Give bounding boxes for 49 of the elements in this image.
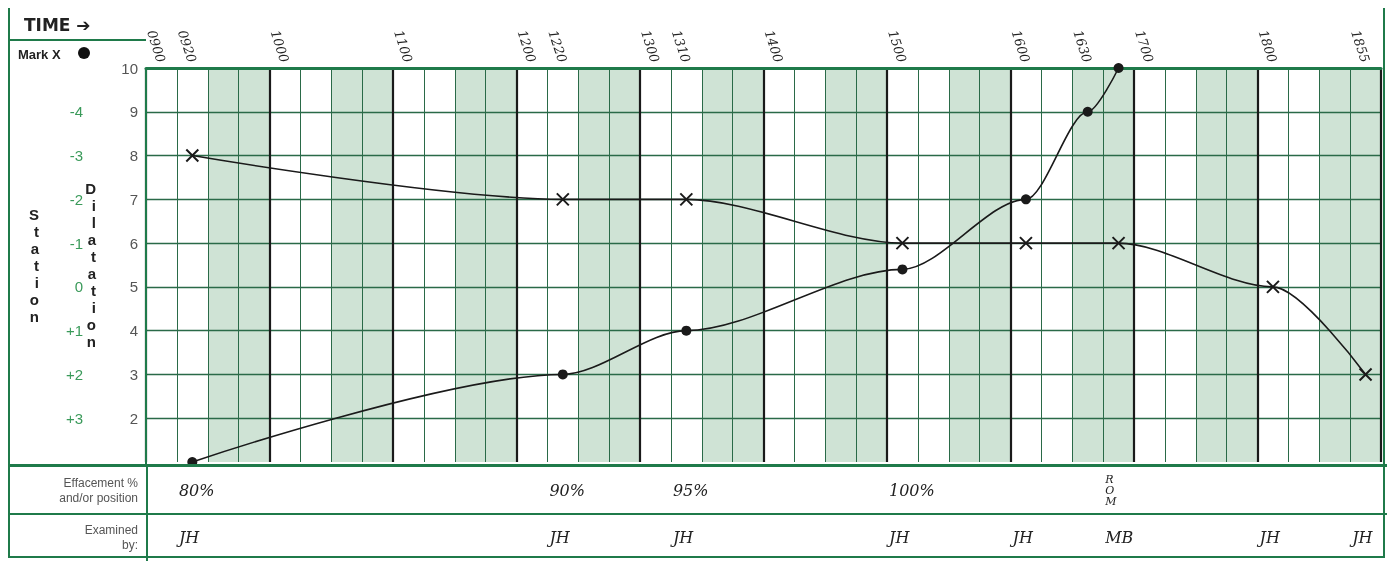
x-tick-label: 1400	[761, 28, 787, 65]
y-tick-label: 9	[129, 103, 138, 121]
y2-tick-label: -2	[69, 190, 83, 208]
y-tick-label: 2	[129, 409, 138, 427]
x-tick-label: 1700	[1132, 28, 1157, 65]
text: Mark X	[18, 47, 61, 62]
x-tick-label: 1800	[1255, 28, 1281, 65]
y-tick-label: 6	[129, 234, 138, 252]
text: JH	[1012, 528, 1033, 547]
x-tick-label: 1500	[885, 28, 910, 65]
text: ROM	[1105, 473, 1117, 508]
y2-tick-label: +1	[65, 322, 83, 340]
x-tick-label: 0900	[144, 28, 169, 65]
category-label: Examined by:	[84, 522, 138, 552]
x-tick-label: 1855	[1348, 28, 1373, 65]
x-tick-label: 0920	[174, 28, 200, 65]
y-tick-label: 3	[129, 365, 138, 383]
x-tick-label: 1600	[1008, 28, 1034, 65]
text: JH	[1259, 528, 1280, 547]
x-tick-label: 1100	[391, 28, 416, 65]
x-tick-label: 1300	[638, 28, 663, 65]
y2-tick-label: +2	[65, 365, 83, 383]
y-tick-label: 8	[129, 147, 138, 165]
y2-tick-label: +3	[65, 409, 83, 427]
y2-axis-title: Station	[28, 205, 40, 325]
text: 95%	[672, 481, 709, 500]
y2-tick-label: 0	[74, 278, 83, 296]
text: JH	[549, 528, 570, 547]
text: 100%	[889, 481, 935, 500]
y-tick-label: 7	[129, 190, 138, 208]
text: 80%	[178, 481, 215, 500]
text: JH	[178, 528, 200, 547]
y2-tick-label: -1	[69, 234, 83, 252]
x-tick-label: 1310	[668, 28, 694, 65]
y-tick-label: 4	[129, 322, 138, 340]
x-tick-label: 1220	[545, 28, 570, 65]
y-tick-label: 5	[129, 278, 138, 296]
y2-tick-label: -3	[69, 147, 83, 165]
y-tick-label: 10	[121, 59, 138, 77]
text: Dilatation	[85, 180, 96, 350]
category-label: Effacement % and/or position	[59, 475, 138, 505]
x-tick-label: 1630	[1070, 28, 1095, 65]
text: JH	[672, 528, 694, 547]
x-tick-label: 1000	[267, 28, 293, 65]
y2-tick-label: -4	[69, 103, 83, 121]
x-tick-label: 1200	[514, 28, 540, 65]
x-axis-title: TIME ➔	[24, 14, 91, 35]
text: MB	[1105, 528, 1134, 547]
text: 90%	[549, 481, 585, 500]
